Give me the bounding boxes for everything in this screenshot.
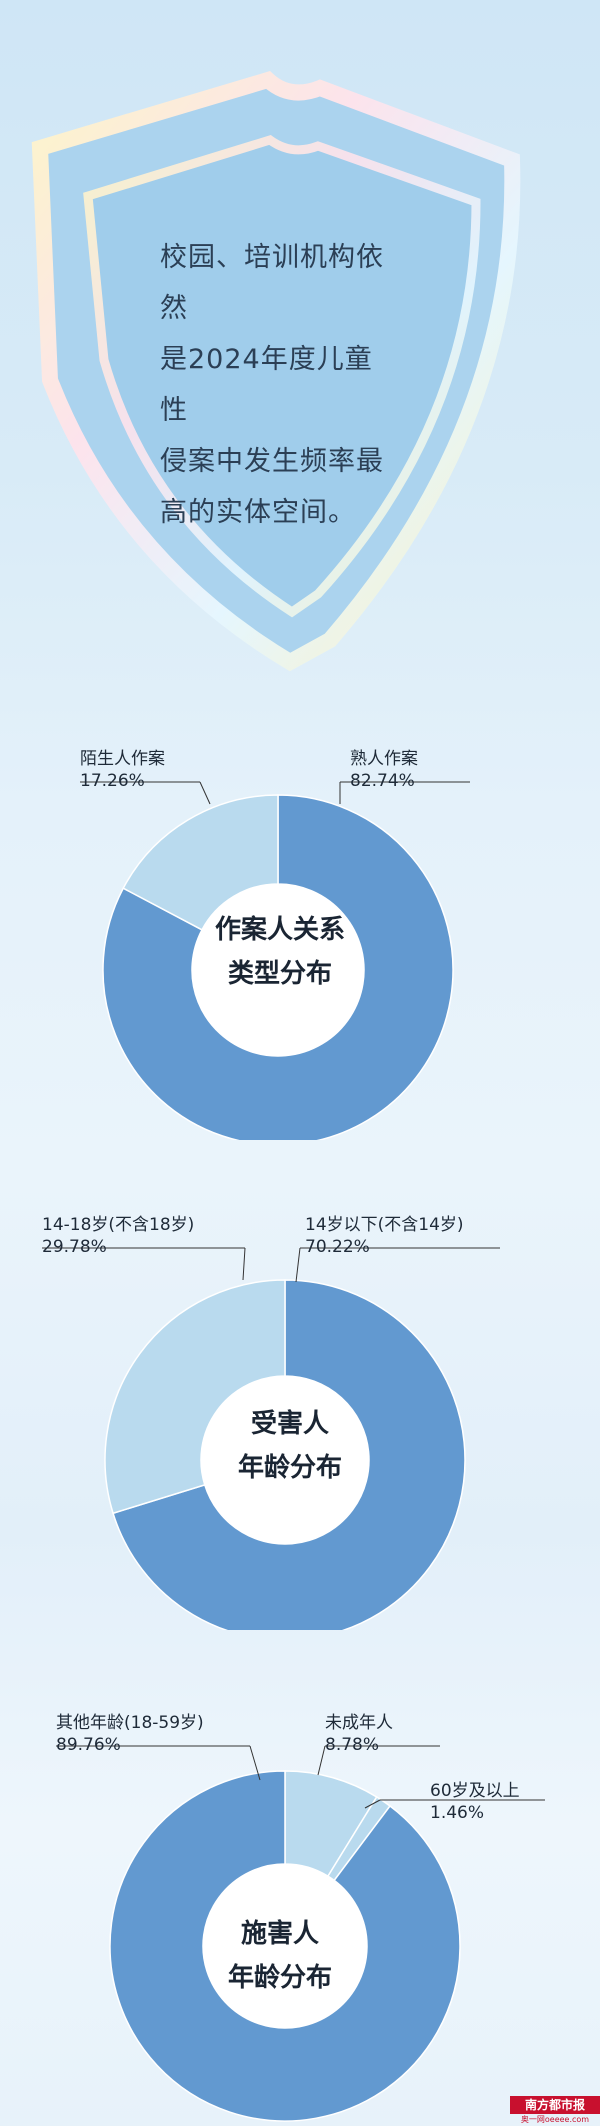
leader-tick — [364, 1799, 381, 1809]
donut-chart-offender-relation — [80, 781, 470, 1140]
center-title-line: 作案人关系 — [214, 915, 345, 945]
label-stranger-name: 陌生人作案 — [80, 749, 165, 769]
label-under14-value: 70.22% — [305, 1237, 370, 1257]
leader-tick — [295, 1247, 301, 1283]
chart-center-title: 作案人关系 类型分布 — [200, 908, 360, 996]
label-minor-value: 8.78% — [325, 1735, 380, 1755]
center-title-line: 年龄分布 — [227, 1963, 332, 1993]
leader-tick — [249, 1745, 261, 1781]
center-title-line: 年龄分布 — [237, 1453, 342, 1483]
label-60plus-name: 60岁及以上 — [430, 1781, 520, 1801]
label-14-18-value: 29.78% — [42, 1237, 107, 1257]
center-title-line: 类型分布 — [227, 959, 332, 989]
legend-label-acquaintance: 熟人作案 82.74% — [350, 748, 418, 792]
leader-tick — [199, 781, 211, 805]
intro-line: 是2024年度儿童性 — [160, 344, 373, 426]
label-stranger-value: 17.26% — [80, 771, 145, 791]
chart-offender-age: 其他年龄(18-59岁) 89.76% 未成年人 8.78% 60岁及以上 1.… — [0, 1690, 600, 2126]
intro-line: 侵案中发生频率最 — [160, 446, 384, 477]
legend-label-other-age: 其他年龄(18-59岁) 89.76% — [56, 1712, 204, 1756]
label-minor-name: 未成年人 — [325, 1713, 393, 1733]
intro-line: 校园、培训机构依然 — [160, 242, 384, 324]
intro-line: 高的实体空间。 — [160, 497, 356, 528]
chart-offender-relation: 陌生人作案 17.26% 熟人作案 82.74% 作案人关系 类型分布 — [0, 720, 600, 1140]
brand-sub: 奥一网oeeee.com — [520, 2115, 590, 2124]
label-acquaintance-name: 熟人作案 — [350, 749, 418, 769]
label-60plus-value: 1.46% — [430, 1803, 485, 1823]
donut-chart-offender-age — [56, 1745, 545, 2122]
label-under14-name: 14岁以下(不含14岁) — [305, 1215, 464, 1235]
donut-center-hole — [201, 1376, 369, 1544]
shield-graphic — [31, 71, 521, 672]
leader-tick — [242, 1247, 246, 1281]
label-other-age-name: 其他年龄(18-59岁) — [56, 1713, 204, 1733]
label-14-18-name: 14-18岁(不含18岁) — [42, 1215, 195, 1235]
brand-logo: 南方都市报 奥一网oeeee.com — [510, 2096, 600, 2126]
brand-name: 南方都市报 — [510, 2096, 600, 2114]
center-title-line: 受害人 — [250, 1409, 329, 1439]
donut-center-hole — [192, 884, 364, 1056]
leader-tick — [317, 1745, 326, 1776]
chart-center-title: 施害人 年龄分布 — [200, 1912, 360, 2000]
donut-center-hole — [203, 1864, 367, 2028]
label-other-age-value: 89.76% — [56, 1735, 121, 1755]
label-acquaintance-value: 82.74% — [350, 771, 415, 791]
chart-victim-age: 14-18岁(不含18岁) 29.78% 14岁以下(不含14岁) 70.22%… — [0, 1180, 600, 1630]
intro-text: 校园、培训机构依然 是2024年度儿童性 侵案中发生频率最 高的实体空间。 — [160, 232, 390, 538]
legend-label-60plus: 60岁及以上 1.46% — [430, 1780, 520, 1824]
legend-label-14-18: 14-18岁(不含18岁) 29.78% — [42, 1214, 194, 1258]
chart-center-title: 受害人 年龄分布 — [210, 1402, 370, 1490]
legend-label-under14: 14岁以下(不含14岁) 70.22% — [305, 1214, 464, 1258]
donut-chart-victim-age — [42, 1247, 500, 1630]
center-title-line: 施害人 — [240, 1919, 319, 1949]
legend-label-stranger: 陌生人作案 17.26% — [80, 748, 165, 792]
legend-label-minor: 未成年人 8.78% — [325, 1712, 393, 1756]
